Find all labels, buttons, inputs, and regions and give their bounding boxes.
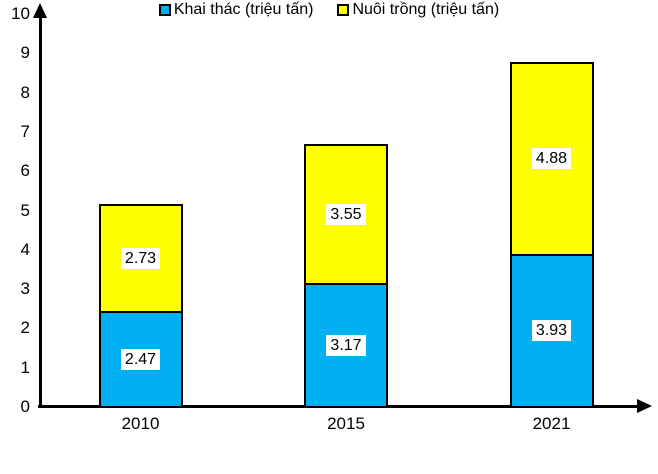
legend-item-nuoi-trong: Nuôi trồng (triệu tấn)	[337, 0, 499, 20]
y-tick-label: 6	[20, 161, 30, 181]
legend-swatch-icon	[337, 4, 350, 16]
legend-item-khai-thac: Khai thác (triệu tấn)	[158, 0, 314, 20]
bar-segment-nuoi-trong-2015: 3.55	[304, 143, 388, 284]
bar-value-label: 2.47	[120, 348, 161, 370]
bar-value-label: 2.73	[120, 247, 161, 269]
bar-value-label: 3.17	[326, 335, 366, 357]
x-category-label-2015: 2015	[327, 414, 365, 433]
bar-segment-khai-thac-2010: 2.47	[98, 310, 183, 408]
bar-value-label: 4.88	[531, 148, 572, 170]
y-tick-label: 8	[20, 82, 30, 102]
bar-segment-nuoi-trong-2021: 4.88	[509, 61, 594, 254]
bar-value-label: 3.55	[326, 204, 366, 226]
legend-swatch-icon	[158, 4, 171, 16]
y-tick-label: 3	[20, 279, 30, 299]
y-axis-line	[39, 12, 42, 408]
y-tick-label: 1	[20, 357, 30, 377]
legend: Khai thác (triệu tấn) Nuôi trồng (triệu t…	[0, 0, 658, 20]
bar-segment-khai-thac-2021: 3.93	[509, 253, 594, 408]
y-tick-label: 7	[20, 121, 30, 141]
y-axis-arrow-icon	[33, 3, 47, 18]
y-tick-label: 2	[20, 318, 30, 338]
bar-value-label: 3.93	[531, 320, 572, 342]
legend-label: Khai thác (triệu tấn)	[173, 1, 314, 18]
y-tick-label: 5	[20, 200, 30, 220]
bar-segment-khai-thac-2015: 3.17	[304, 283, 388, 408]
legend-label: Nuôi trồng (triệu tấn)	[352, 1, 500, 18]
x-category-label-2021: 2021	[532, 414, 571, 433]
y-tick-label: 4	[20, 239, 30, 259]
x-axis-arrow-icon	[637, 399, 652, 413]
x-category-label-2010: 2010	[121, 414, 160, 433]
y-tick-label: 9	[20, 43, 30, 63]
bar-segment-nuoi-trong-2010: 2.73	[98, 203, 183, 311]
y-tick-label: 0	[20, 397, 30, 416]
y-tick-label: 10	[11, 4, 30, 23]
